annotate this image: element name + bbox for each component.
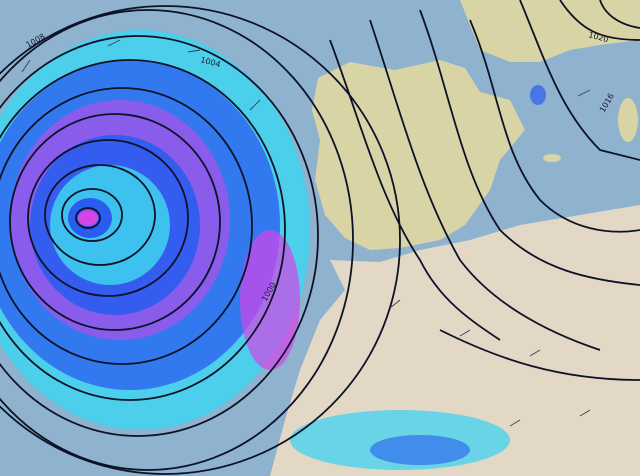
land-iberia — [312, 60, 525, 250]
land-sardinia — [618, 98, 638, 142]
wind-arrows — [21, 39, 591, 427]
land-france — [460, 0, 640, 62]
precipitation — [0, 30, 546, 470]
land-balearic — [543, 154, 561, 162]
land-africa — [270, 205, 640, 476]
